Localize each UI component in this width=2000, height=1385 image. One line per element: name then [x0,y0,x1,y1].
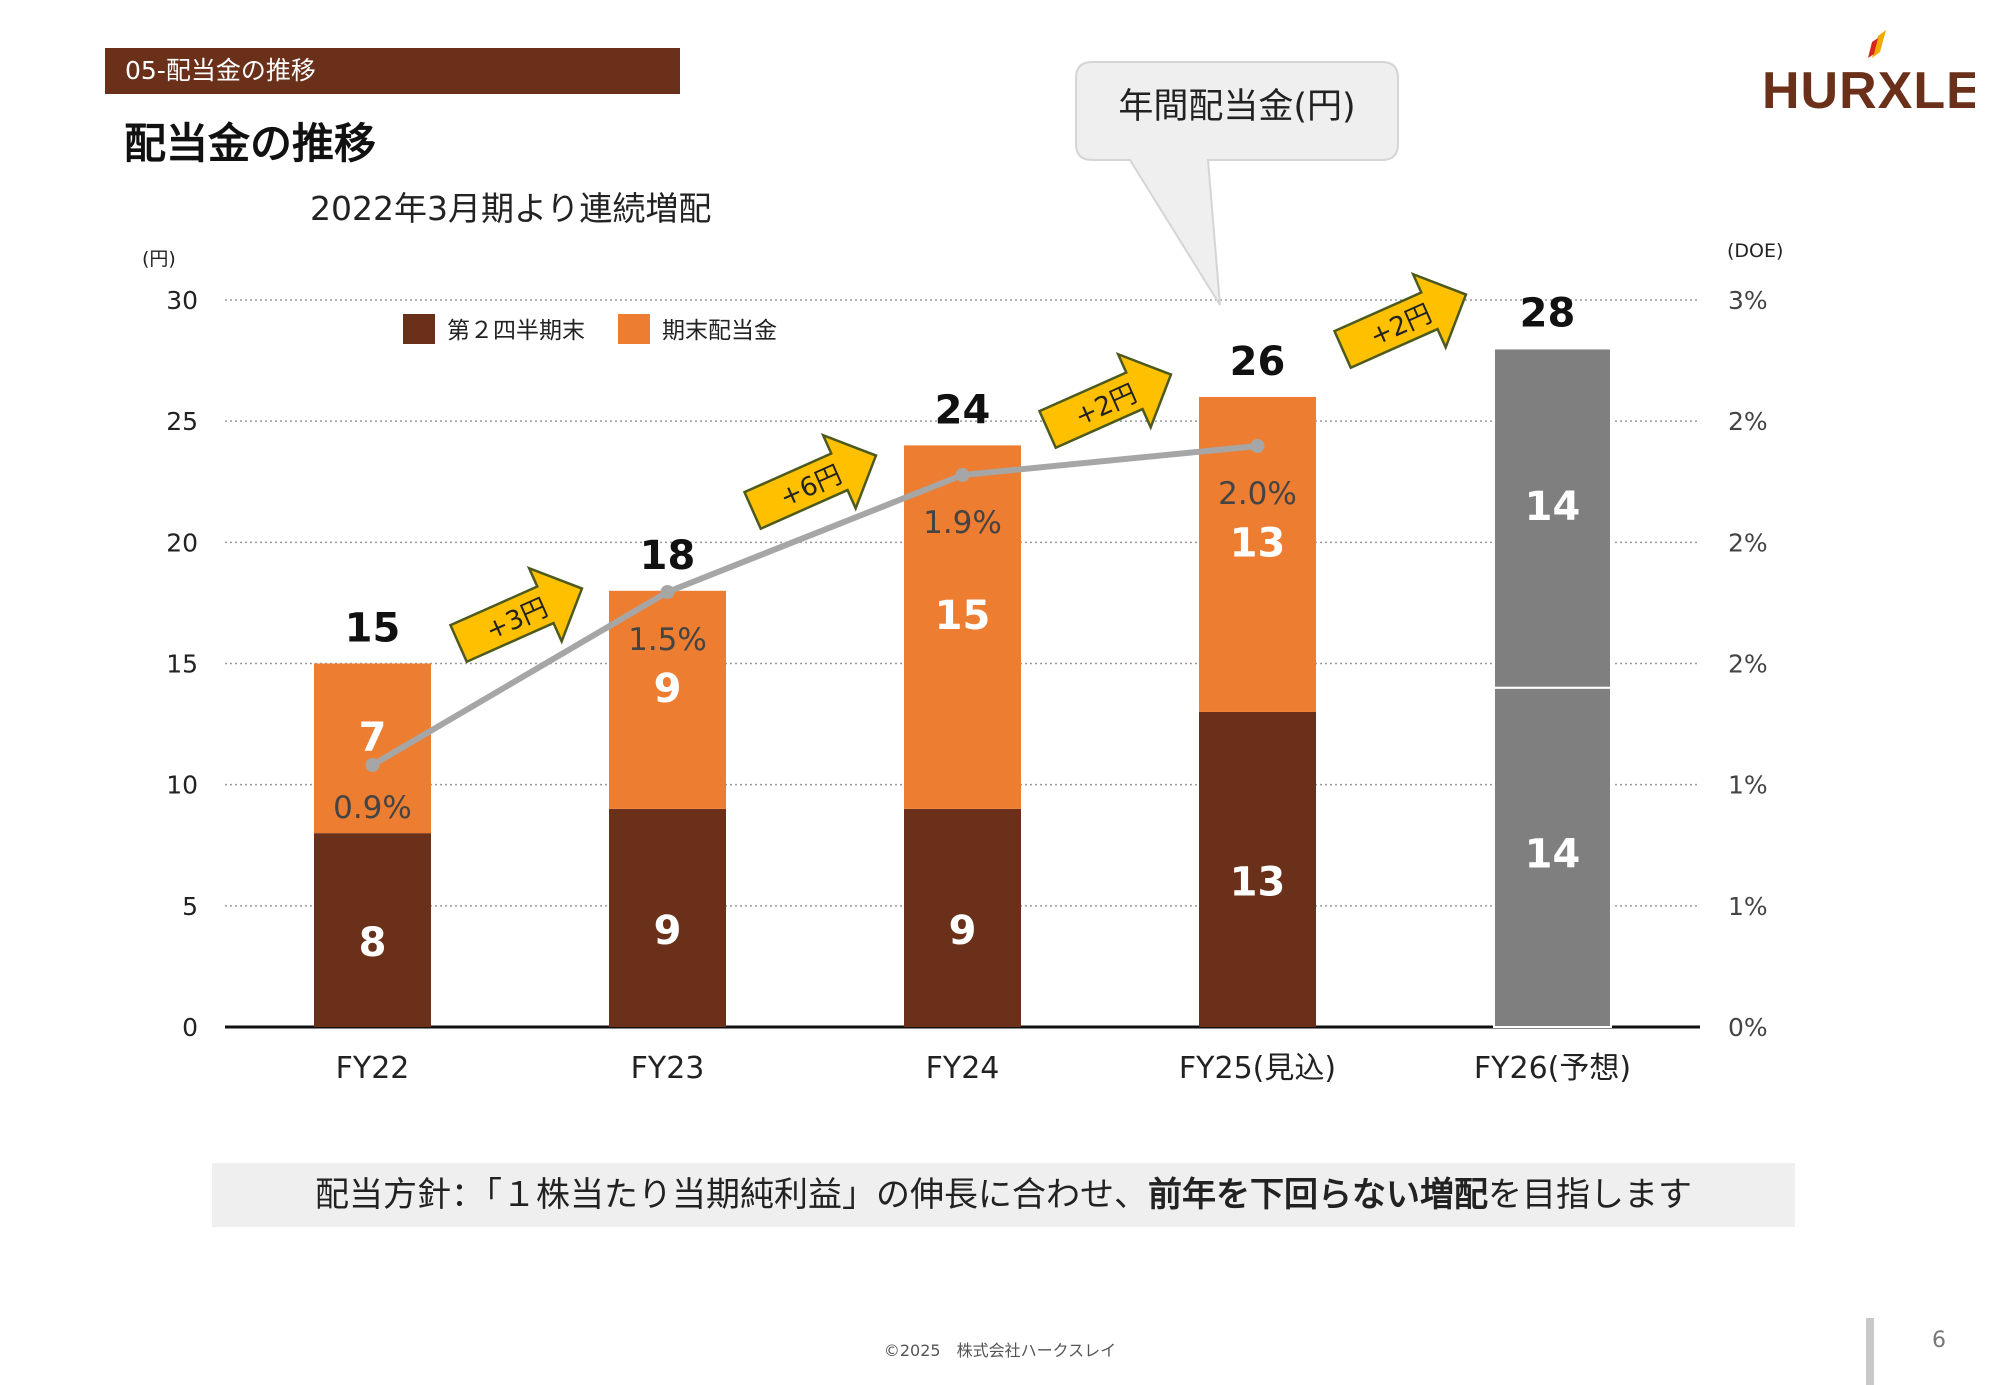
bar-value-label: 9 [949,908,977,954]
bar-segment [1199,711,1316,1027]
y-left-tick: 0 [182,1013,198,1042]
bar-segment [314,833,431,1027]
arrow-shape [1332,272,1468,370]
y-right-unit: (DOE) [1727,240,1783,262]
bar-segment [1493,347,1612,689]
y-left-tick: 25 [166,407,198,436]
y-right-tick: 3% [1728,286,1768,315]
x-category-label: FY25(見込) [1179,1051,1336,1086]
increment-arrow: +2円 [1332,272,1468,370]
legend-label-yearend: 期末配当金 [662,318,777,344]
y-right-tick: 2% [1728,528,1768,557]
doe-point [1250,439,1265,453]
y-left-tick: 10 [166,771,198,800]
increment-arrow: +2円 [1037,352,1173,450]
arrow-shape [448,566,584,664]
y-right-tick: 0% [1728,1013,1768,1042]
doe-line [370,443,1258,768]
bar-value-label: 9 [654,666,682,712]
bar-value-label: 14 [1525,831,1581,877]
bar-segment [314,663,431,834]
bar-value-label: 9 [654,908,682,954]
doe-point [955,468,970,482]
y-right-tick: 2% [1728,650,1768,679]
bar-segment [904,445,1021,809]
legend-label-q2: 第２四半期末 [447,318,585,344]
copyright: ©2025 株式会社ハークスレイ [883,1341,1117,1360]
page-subtitle: 2022年3月期より連続増配 [310,189,712,228]
dividend-chart: 0 0% 5 1% 10 1% 15 2% 20 2% 25 2% 30 3% 0.9% 1.5% 1.9% 2… [142,61,1783,1086]
company-logo: HURXLEY [1762,30,1975,118]
bar-total-label: 18 [640,533,696,579]
y-left-tick: 20 [166,528,198,557]
doe-label: 1.5% [628,622,707,658]
legend-swatch-q2 [403,314,435,344]
bar-value-label: 13 [1230,859,1286,905]
doe-label: 0.9% [333,790,412,826]
arrow-shape [742,433,878,531]
x-category-label: FY26(予想) [1474,1051,1631,1086]
x-category-label: FY23 [631,1051,705,1086]
bar-total-label: 26 [1230,339,1286,385]
legend: 第２四半期末 期末配当金 [403,314,777,344]
y-left-tick: 5 [182,892,198,921]
callout-text: 年間配当金(円) [1118,87,1355,127]
bar-segment [609,590,726,809]
x-category-label: FY24 [926,1051,1000,1086]
page-number-divider [1866,1318,1874,1385]
bar-value-label: 15 [935,593,991,639]
bar-value-label: 7 [359,714,387,760]
y-right-tick: 2% [1728,407,1768,436]
policy-suffix: を目指します [1488,1175,1692,1215]
logo-flame-icon [1872,30,1886,58]
bar-value-label: 13 [1230,520,1286,566]
bar-total-label: 28 [1520,290,1576,336]
bar-segment [609,808,726,1027]
legend-swatch-yearend [618,314,650,344]
arrow-shape [1037,352,1173,450]
increment-arrow: +3円 [448,566,584,664]
bar-total-label: 15 [345,606,401,652]
y-right-tick: 1% [1728,892,1768,921]
page-title: 配当金の推移 [124,119,377,168]
increment-arrow: +6円 [742,433,878,531]
callout-balloon: 年間配当金(円) [1075,61,1399,306]
doe-point [660,585,675,599]
svg-text:HURXLEY: HURXLEY [1762,62,1975,118]
doe-point [365,758,380,772]
page-number: 6 [1932,1328,1946,1353]
y-right-tick: 1% [1728,771,1768,800]
bar-value-label: 8 [359,920,387,966]
bar-segment [904,808,1021,1027]
y-left-tick: 15 [166,650,198,679]
bar-value-label: 14 [1525,484,1581,530]
section-label: 05-配当金の推移 [105,48,680,94]
doe-label: 1.9% [923,505,1002,541]
bar-total-label: 24 [935,387,991,433]
policy-bold: 前年を下回らない増配 [1148,1175,1488,1215]
y-left-unit: (円) [142,248,176,270]
bar-segment [1493,686,1612,1028]
x-category-label: FY22 [336,1051,410,1086]
dividend-policy: 配当方針：「１株当たり当期純利益」の伸長に合わせ、前年を下回らない増配を目指しま… [212,1163,1795,1227]
doe-label: 2.0% [1218,476,1297,512]
y-left-tick: 30 [166,286,198,315]
policy-prefix: 配当方針：「１株当たり当期純利益」の伸長に合わせ、 [315,1175,1148,1215]
